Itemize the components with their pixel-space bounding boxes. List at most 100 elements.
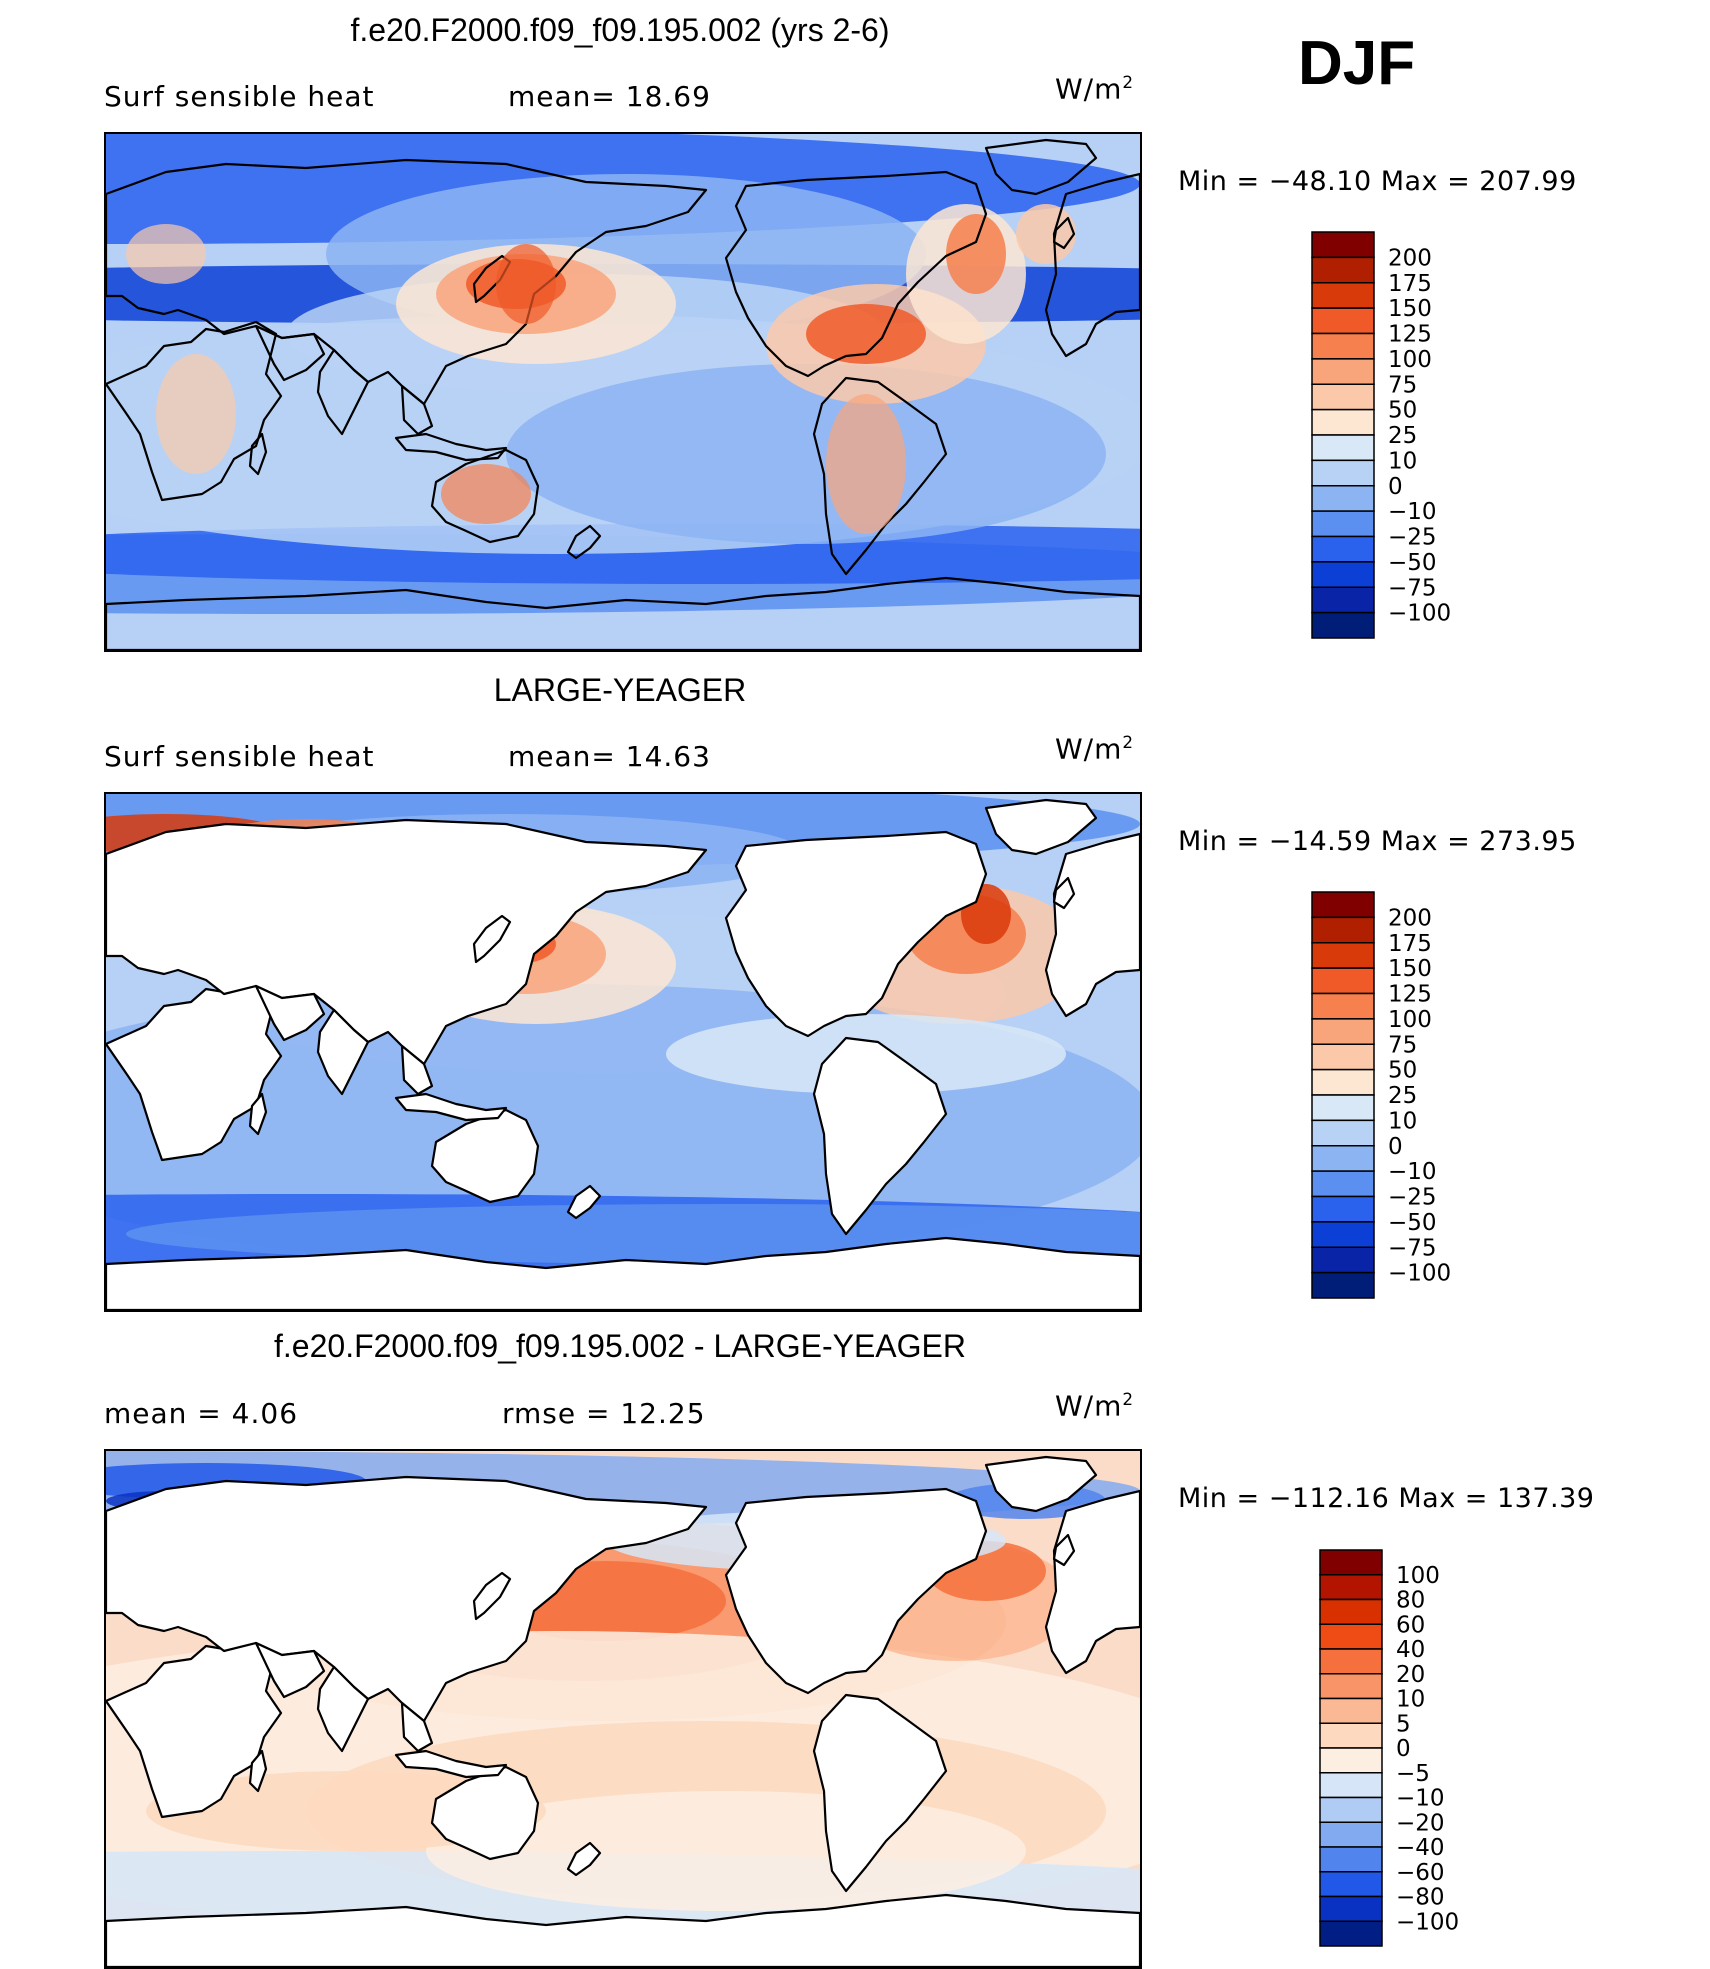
colorbar-swatch (1311, 1119, 1375, 1147)
colorbar-tick-label: −75 (1388, 1235, 1437, 1261)
colorbar-swatch (1319, 1623, 1383, 1650)
colorbar-swatch (1311, 1195, 1375, 1223)
coastline-greenland (984, 1455, 1098, 1513)
colorbar-tick-label: 10 (1388, 448, 1417, 474)
colorbar-swatch (1319, 1549, 1383, 1576)
coastline-southamerica (812, 1693, 948, 1893)
coastline-madagascar (248, 1092, 268, 1136)
colorbar-tick-label: −5 (1396, 1761, 1430, 1787)
colorbar-swatch (1319, 1796, 1383, 1823)
colorbar-swatch (1319, 1648, 1383, 1675)
colorbar-swatch (1311, 1068, 1375, 1096)
colorbar-swatch (1319, 1821, 1383, 1848)
coastline-uk (1052, 876, 1076, 910)
colorbar-swatch (1319, 1598, 1383, 1625)
coastline-seasia (400, 1701, 434, 1753)
colorbar-tick-label: 25 (1388, 1083, 1417, 1109)
colorbar-tick-label: 60 (1396, 1612, 1425, 1638)
panel3-map (104, 1449, 1142, 1969)
land-field-region (496, 244, 556, 324)
colorbar-tick-label: 150 (1388, 296, 1432, 322)
colorbar-swatch (1311, 1094, 1375, 1122)
colorbar-swatch (1311, 586, 1375, 614)
land-field-region (126, 224, 206, 284)
colorbar-swatch (1311, 408, 1375, 436)
coastline-antarctica (106, 1236, 1140, 1310)
coastline-madagascar (248, 1749, 268, 1793)
coastline-indonesia (394, 1749, 508, 1779)
colorbar-tick-label: 10 (1388, 1108, 1417, 1134)
coastline-india (316, 1008, 370, 1096)
coastline-antarctica (106, 576, 1140, 650)
colorbar-tick-label: 100 (1388, 347, 1432, 373)
colorbar-tick-label: 0 (1396, 1736, 1411, 1762)
colorbar-swatch (1319, 1722, 1383, 1749)
land-field-region (441, 464, 531, 524)
colorbar-swatch (1311, 383, 1375, 411)
colorbar-swatch (1311, 282, 1375, 309)
panel2-variable-label: Surf sensible heat (104, 740, 375, 773)
colorbar-swatch (1311, 1221, 1375, 1248)
colorbar-tick-label: −25 (1388, 525, 1437, 551)
colorbar-swatch (1319, 1846, 1383, 1873)
coastline-eurasia (106, 158, 708, 406)
colorbar-tick-label: −10 (1396, 1786, 1445, 1812)
coastline-eurasia (106, 818, 708, 1066)
coastline-northamerica (724, 170, 988, 378)
colorbar-tick-label: 150 (1388, 956, 1432, 982)
colorbar-swatch (1311, 916, 1375, 944)
colorbar-tick-label: −25 (1388, 1185, 1437, 1211)
colorbar-swatch (1311, 358, 1375, 385)
panel1-variable-label: Surf sensible heat (104, 80, 375, 113)
panel3-mean-label: mean = 4.06 (104, 1397, 299, 1430)
coastline-japan (472, 914, 512, 964)
colorbar-swatch (1311, 1018, 1375, 1045)
land-field-region (156, 354, 236, 474)
coastline-newzealand (566, 1841, 602, 1877)
field-contours (106, 134, 1140, 614)
coastline-europewest (1044, 172, 1140, 358)
panel1-min-max: Min = −48.10 Max = 207.99 (1178, 166, 1577, 197)
colorbar-tick-label: 200 (1388, 245, 1432, 271)
colorbar-swatch (1319, 1871, 1383, 1898)
coastline-southamerica (812, 1036, 948, 1236)
colorbar-swatch (1319, 1895, 1383, 1922)
colorbar-swatch (1319, 1574, 1383, 1601)
panel2-map (104, 792, 1142, 1312)
colorbar-swatch (1319, 1697, 1383, 1724)
panel1-mean-label: mean= 18.69 (508, 80, 711, 113)
colorbar-swatch (1311, 611, 1375, 639)
colorbar-swatch (1311, 1145, 1375, 1172)
panel1-units: W/m2 (1055, 72, 1135, 106)
colorbar-swatch (1311, 891, 1375, 919)
colorbar-swatch (1311, 992, 1375, 1020)
colorbar-tick-label: 75 (1388, 1032, 1417, 1058)
colorbar-tick-label: −20 (1396, 1810, 1445, 1836)
coastline-northamerica (724, 1487, 988, 1695)
coastline-greenland (984, 798, 1098, 856)
colorbar-swatch (1311, 561, 1375, 588)
coastline-japan (472, 1571, 512, 1621)
coastline-eurasia (106, 1475, 708, 1723)
colorbar-swatch (1311, 1246, 1375, 1274)
coastlines (106, 1455, 1140, 1967)
colorbar-swatch (1319, 1747, 1383, 1774)
coastline-arabia (254, 324, 326, 382)
coastline-southamerica (812, 376, 948, 576)
land-field-region (826, 394, 906, 534)
panel3-units: W/m2 (1055, 1389, 1135, 1423)
colorbar-swatch (1319, 1673, 1383, 1700)
panel2-min-max: Min = −14.59 Max = 273.95 (1178, 826, 1577, 857)
coastline-newzealand (566, 524, 602, 560)
coastline-seasia (400, 384, 434, 436)
colorbar-tick-label: 20 (1396, 1662, 1425, 1688)
colorbar-tick-label: −10 (1388, 1159, 1437, 1185)
colorbar-tick-label: 125 (1388, 982, 1432, 1008)
colorbar-swatch (1311, 231, 1375, 259)
colorbar-tick-label: −10 (1388, 499, 1437, 525)
coastline-arabia (254, 1641, 326, 1699)
coastline-africa (106, 1637, 283, 1819)
colorbar-tick-label: −100 (1396, 1909, 1459, 1935)
